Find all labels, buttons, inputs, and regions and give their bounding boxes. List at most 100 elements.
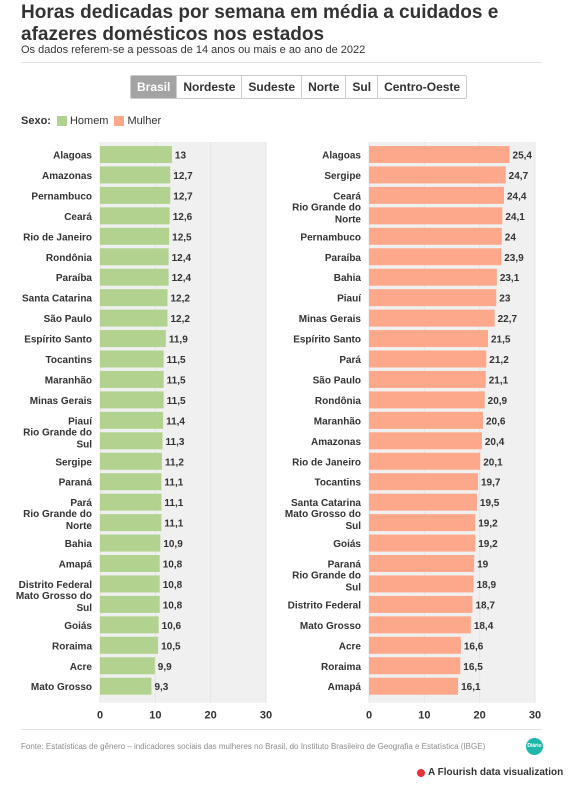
tab-nordeste[interactable]: Nordeste (176, 76, 242, 98)
category-label-homem: São Paulo (44, 314, 92, 325)
bar-homem (100, 391, 164, 409)
bar-homem (100, 636, 159, 654)
x-tick-label-homem: 10 (149, 710, 161, 720)
value-label-mulher: 20,9 (488, 396, 508, 407)
bar-mulher (369, 575, 474, 593)
flourish-logo-icon (417, 768, 425, 777)
bar-homem (100, 411, 164, 429)
bar-homem (100, 616, 159, 634)
value-label-mulher: 21,5 (491, 335, 511, 346)
flourish-credit-text: A Flourish data visualization (428, 767, 564, 778)
legend: Sexo: Homem Mulher (21, 115, 167, 127)
publisher-logo: Diário (526, 738, 543, 755)
category-label-homem: Pará (70, 498, 92, 509)
category-label-mulher: Rio de Janeiro (292, 457, 361, 468)
bar-homem (100, 227, 170, 245)
category-label-mulher: Acre (339, 641, 362, 652)
value-label-mulher: 25,4 (513, 151, 533, 162)
category-label-mulher: Minas Gerais (299, 314, 362, 325)
value-label-homem: 12,2 (171, 294, 191, 305)
bar-homem (100, 350, 164, 368)
legend-text-mulher: Mulher (127, 115, 162, 127)
bar-mulher (369, 248, 502, 266)
value-label-homem: 11,1 (164, 519, 183, 530)
category-label-mulher: Sergipe (324, 171, 361, 182)
value-label-mulher: 19,5 (480, 498, 500, 509)
x-tick-label-homem: 0 (97, 710, 103, 720)
bar-mulher (369, 677, 459, 695)
category-label-homem: Minas Gerais (30, 396, 93, 407)
bar-homem (100, 514, 162, 532)
bar-homem (100, 166, 171, 184)
value-label-homem: 12,5 (172, 232, 192, 243)
tab-centro-oeste[interactable]: Centro-Oeste (377, 76, 467, 98)
bar-mulher (369, 473, 479, 491)
category-label-homem: Mato Grosso (31, 682, 92, 693)
category-label-homem: Alagoas (53, 151, 92, 162)
bar-homem (100, 370, 164, 388)
bar-mulher (369, 452, 481, 470)
value-label-homem: 11,5 (167, 355, 186, 366)
category-label-mulher: Pernambuco (300, 232, 361, 243)
category-label-mulher: Mato Grosso do Sul (285, 509, 361, 532)
bar-homem (100, 146, 172, 163)
x-tick-label-mulher: 0 (366, 710, 372, 720)
footer-divider (21, 729, 542, 730)
category-label-homem: Paraná (59, 478, 93, 489)
bar-homem (100, 330, 166, 348)
value-label-homem: 10,6 (162, 621, 182, 632)
value-label-mulher: 22,7 (498, 314, 518, 325)
category-label-homem: Piauí (68, 416, 93, 427)
category-label-mulher: Bahia (334, 273, 362, 284)
category-label-mulher: Amazonas (311, 437, 361, 448)
category-label-mulher: Mato Grosso (300, 621, 361, 632)
bar-homem (100, 248, 169, 266)
bar-mulher (369, 555, 475, 572)
bar-homem (100, 473, 162, 491)
category-label-homem: Acre (70, 662, 93, 673)
chart-subtitle: Os dados referem-se a pessoas de 14 anos… (21, 44, 366, 56)
value-label-mulher: 16,6 (464, 641, 484, 652)
flourish-credit[interactable]: A Flourish data visualization (417, 767, 563, 778)
bar-homem (100, 677, 152, 695)
x-tick-label-mulher: 30 (529, 710, 541, 720)
tab-sul[interactable]: Sul (345, 76, 378, 98)
value-label-homem: 11,1 (164, 498, 183, 509)
bar-homem (100, 555, 160, 572)
bar-mulher (369, 166, 506, 184)
category-label-homem: Tocantins (46, 355, 93, 366)
category-label-homem: Sergipe (55, 457, 92, 468)
category-label-homem: Distrito Federal (19, 580, 93, 591)
bar-mulher (369, 595, 473, 613)
bar-mulher (369, 411, 483, 429)
value-label-homem: 9,9 (158, 662, 172, 673)
category-label-homem: Ceará (64, 212, 92, 223)
value-label-homem: 12,7 (173, 171, 193, 182)
value-label-homem: 13 (175, 151, 187, 162)
value-label-mulher: 19,2 (478, 539, 498, 550)
value-label-homem: 10,9 (163, 539, 183, 550)
bar-homem (100, 207, 170, 225)
tab-sudeste[interactable]: Sudeste (241, 76, 302, 98)
category-label-homem: Rio Grande do Norte (23, 509, 92, 532)
category-label-mulher: Goiás (333, 539, 361, 550)
category-label-mulher: Rio Grande do Sul (292, 570, 361, 593)
bar-homem (100, 493, 162, 511)
value-label-mulher: 24,1 (505, 212, 525, 223)
bar-mulher (369, 636, 461, 654)
bar-homem (100, 186, 171, 204)
value-label-homem: 11,3 (166, 437, 185, 448)
tab-brasil[interactable]: Brasil (131, 76, 177, 98)
bar-mulher (369, 330, 488, 348)
value-label-mulher: 21,1 (489, 375, 509, 386)
legend-item-homem[interactable]: Homem (56, 115, 108, 127)
source-note: Fonte: Estatísticas de gênero – indicado… (21, 742, 486, 751)
legend-item-mulher[interactable]: Mulher (114, 115, 161, 127)
value-label-homem: 10,5 (161, 641, 181, 652)
bar-mulher (369, 391, 485, 409)
category-label-homem: Amapá (59, 560, 93, 571)
tab-norte[interactable]: Norte (301, 76, 346, 98)
value-label-homem: 9,3 (154, 682, 168, 693)
bar-mulher (369, 350, 487, 368)
bar-homem (100, 575, 160, 593)
